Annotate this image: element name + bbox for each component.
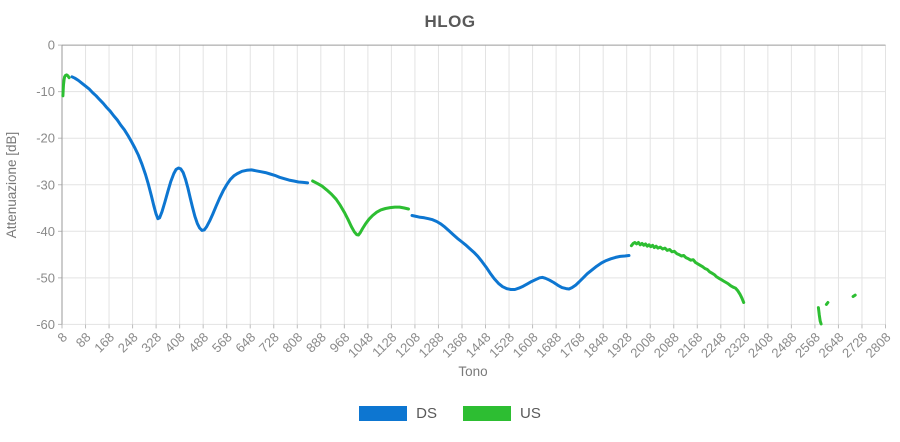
x-tick-label: 168 (91, 330, 117, 356)
x-tick-label: 328 (138, 330, 164, 356)
us-line-segment (816, 306, 823, 326)
y-tick-label: -10 (36, 84, 55, 99)
x-tick-label: 2328 (721, 330, 752, 361)
legend: DS US (0, 405, 900, 422)
y-tick-label: -30 (36, 177, 55, 192)
x-tick-label: 2088 (651, 330, 682, 361)
x-tick-label: 408 (162, 330, 188, 356)
x-tick-label: 1688 (533, 330, 564, 361)
x-tick-label: 88 (73, 330, 94, 351)
ds-legend-label: DS (416, 405, 437, 422)
us-swatch (463, 406, 511, 421)
legend-item-ds[interactable]: DS (359, 405, 437, 422)
us-line-segment (61, 73, 71, 98)
ds-swatch (359, 406, 408, 421)
legend-item-us[interactable]: US (463, 405, 541, 422)
x-tick-label: 2808 (863, 330, 894, 361)
y-tick-label: 0 (48, 38, 55, 53)
x-tick-label: 2488 (768, 330, 799, 361)
axes (58, 44, 886, 329)
y-tick-label: -40 (36, 224, 55, 239)
x-tick-label: 2568 (792, 330, 823, 361)
us-line-segment (311, 179, 410, 237)
x-tick-label: 1928 (604, 330, 635, 361)
y-tick-label: -60 (36, 317, 55, 332)
ds-line-segment (410, 214, 631, 291)
x-tick-label: 568 (209, 330, 235, 356)
x-tick-label: 2648 (816, 330, 847, 361)
y-tick-labels: 0 -10 -20 -30 -40 -50 -60 (36, 38, 55, 332)
x-tick-label: 1848 (580, 330, 611, 361)
x-tick-label: 1208 (392, 330, 423, 361)
series-lines (61, 73, 857, 326)
us-line-segment (629, 241, 746, 304)
x-axis-title: Tono (458, 364, 487, 379)
ds-line-segment (70, 75, 310, 232)
x-tick-label: 2168 (674, 330, 705, 361)
x-tick-label: 888 (303, 330, 329, 356)
x-tick-label: 248 (115, 330, 141, 356)
x-tick-label: 488 (185, 330, 211, 356)
x-tick-label: 1448 (463, 330, 494, 361)
x-tick-label: 2248 (698, 330, 729, 361)
x-tick-label: 2408 (745, 330, 776, 361)
us-legend-label: US (520, 405, 541, 422)
x-tick-label: 728 (256, 330, 282, 356)
x-tick-label: 808 (279, 330, 305, 356)
y-tick-label: -50 (36, 270, 55, 285)
x-tick-label: 1608 (510, 330, 541, 361)
us-line-segment (824, 301, 830, 306)
chart-title: HLOG (424, 12, 475, 31)
x-tick-label: 1768 (557, 330, 588, 361)
us-line-segment (851, 293, 857, 298)
x-tick-label: 1368 (439, 330, 470, 361)
x-tick-label: 648 (232, 330, 258, 356)
x-tick-label: 8 (54, 330, 70, 346)
gridlines (61, 44, 886, 325)
y-tick-label: -20 (36, 131, 55, 146)
x-tick-label: 1288 (416, 330, 447, 361)
x-tick-label: 1128 (369, 330, 399, 360)
y-axis-title: Attenuazione [dB] (4, 132, 19, 239)
x-tick-labels: 8 881682483284084885686487288088889681048… (54, 330, 893, 361)
x-tick-label: 1528 (486, 330, 517, 361)
x-tick-label: 2008 (627, 330, 658, 361)
x-tick-label: 2728 (839, 330, 870, 361)
x-tick-label: 1048 (345, 330, 376, 361)
